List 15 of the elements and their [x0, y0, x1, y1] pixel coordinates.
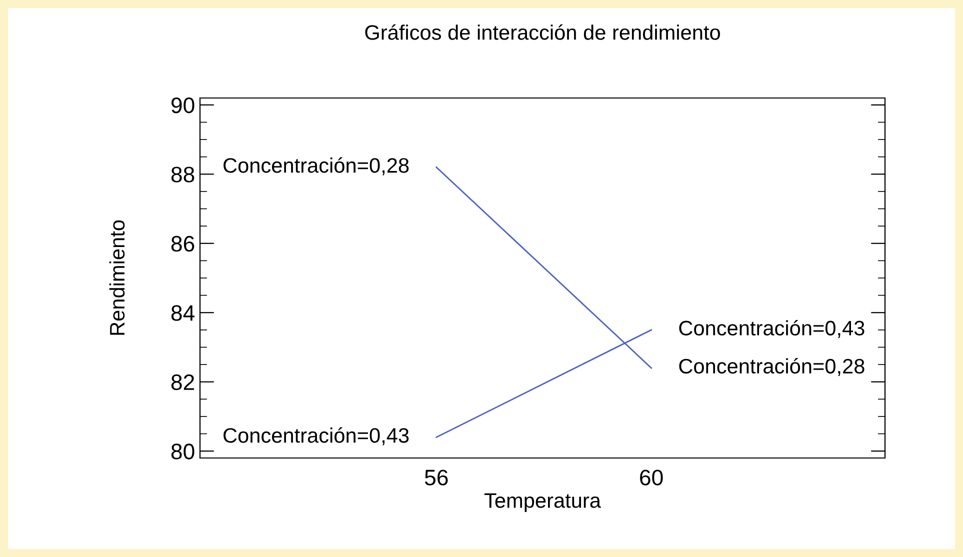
y-axis-title: Rendimiento [109, 220, 125, 335]
y-tick-label: 90 [171, 97, 194, 114]
x-axis-title: Temperatura [484, 493, 601, 512]
y-tick-label: 82 [171, 374, 194, 390]
y-tick-label: 88 [171, 166, 194, 182]
x-tick-label: 56 [424, 470, 448, 486]
chart-title: Gráficos de interacción de rendimiento [365, 24, 720, 40]
y-tick-label: 84 [171, 305, 194, 321]
x-tick-label: 60 [640, 470, 663, 486]
y-tick-label: 86 [171, 236, 194, 252]
text: Concentración=0,28 [679, 358, 864, 376]
text: Concentración=0,43 [679, 320, 864, 338]
y-tick-label: 80 [171, 444, 194, 460]
series-label: Concentración=0,43 [224, 427, 409, 446]
series-label: Concentración=0,28 [224, 157, 409, 176]
